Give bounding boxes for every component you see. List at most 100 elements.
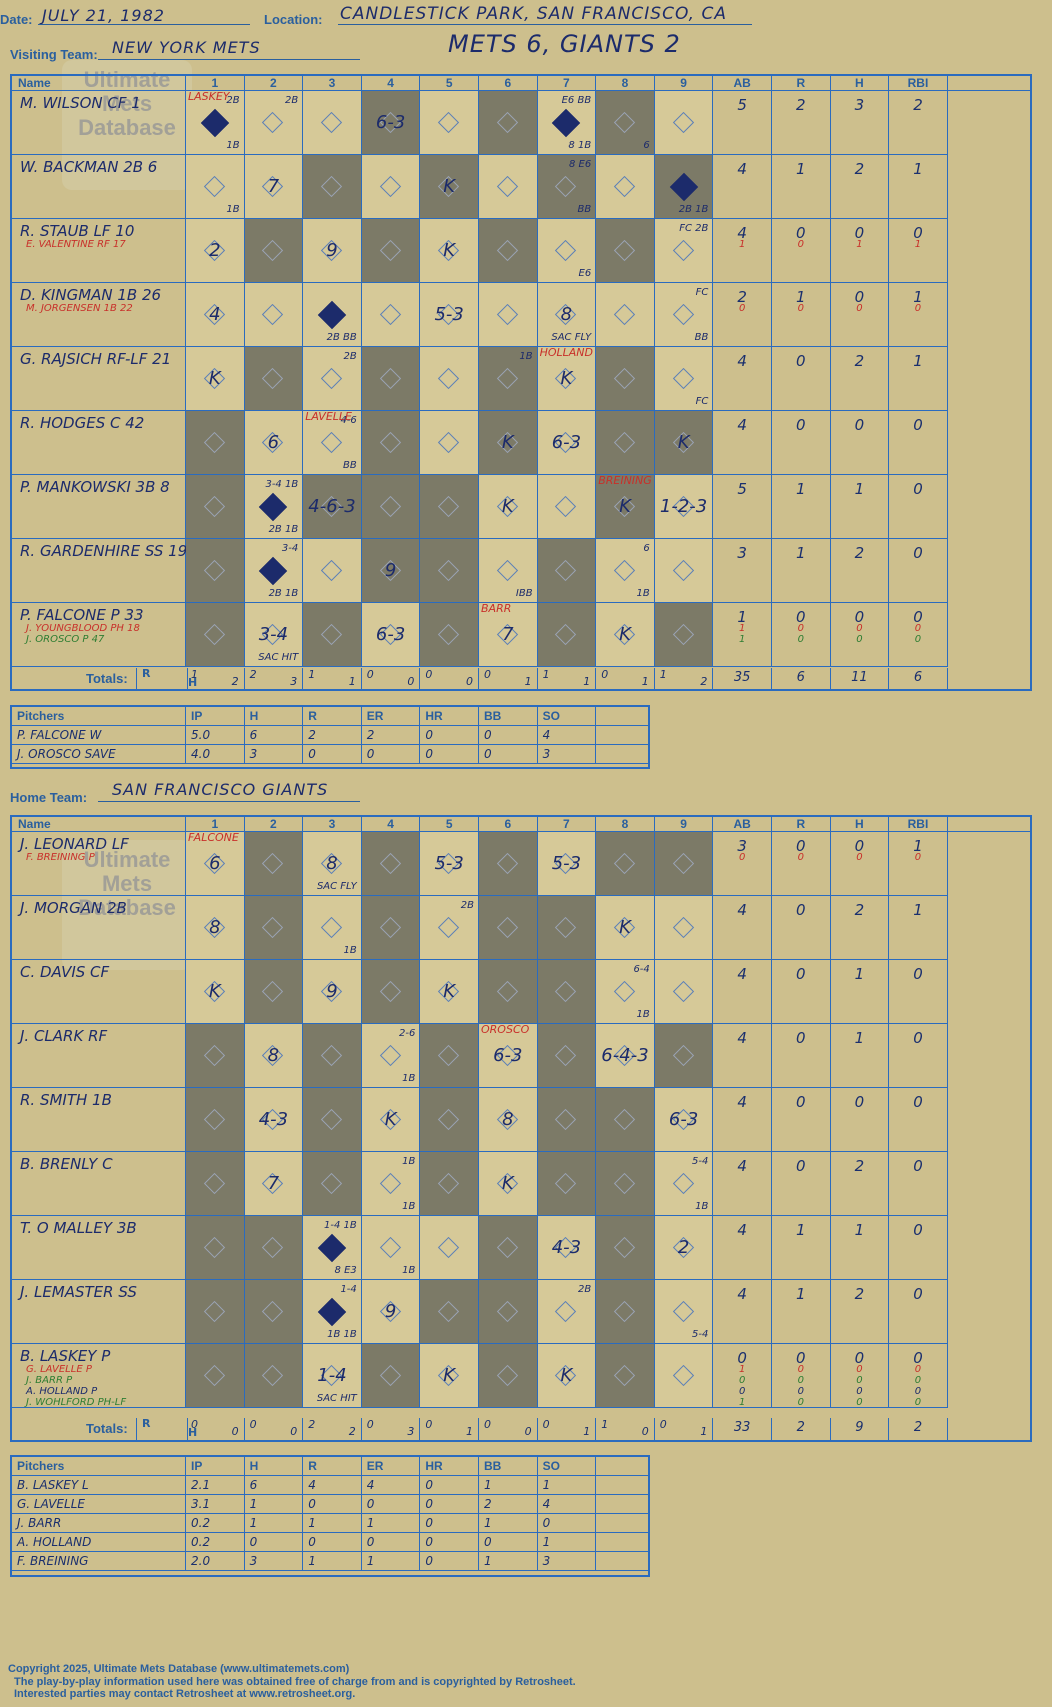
play-cell-inning-9: 6-3 — [654, 1088, 714, 1152]
sub-stat-value: 0 — [797, 623, 804, 634]
play-cell-inning-2: 3-4 2B 1B — [244, 539, 304, 603]
play-cell-inning-2: 8 — [244, 1024, 304, 1088]
stat-cell: 1 — [830, 1024, 890, 1088]
pitcher-stat-cell: 0 — [362, 1495, 421, 1513]
play-cell-inning-5 — [420, 1280, 479, 1344]
play-result: K — [619, 496, 631, 517]
batter-name: R. GARDENHIRE SS 19 — [20, 542, 188, 560]
play-note-upper: 1-4 1B — [324, 1220, 357, 1231]
play-note-lower: IBB — [515, 588, 533, 599]
play-note-lower: BB — [694, 332, 709, 343]
play-cell-inning-3: 8 SAC FLY — [303, 832, 362, 896]
base-diamond — [379, 1236, 401, 1258]
base-diamond — [613, 431, 636, 453]
stat-cell: 0 — [772, 1024, 831, 1088]
play-cell-inning-1: 6 FALCONE — [186, 831, 245, 896]
stat-cell: 1 — [830, 960, 890, 1024]
stat-value: 3 — [737, 544, 747, 562]
pitcher-stat-cell: 3 — [245, 745, 304, 763]
play-cell-inning-3: 9 — [303, 219, 362, 283]
pitchers-header-cell: BB — [479, 707, 538, 725]
visitor-pitchers-table: Pitchers IP H R ER HR BB SO P. FALCONE W 5.0 6 2 2 0 0… — [10, 705, 650, 769]
play-cell-inning-9 — [654, 896, 714, 960]
stat-value: 0 — [796, 1029, 806, 1047]
inning-hits: 1 — [641, 675, 649, 688]
stat-value: 0 — [796, 1093, 806, 1111]
sub-stat-value: 0 — [739, 1375, 746, 1386]
inning-hits: 0 — [641, 1425, 649, 1438]
total-stat-value: 35 — [733, 670, 751, 685]
pitcher-stat-cell: 4 — [303, 1476, 362, 1494]
batter-name: R. STAUB LF 10 — [20, 222, 135, 240]
inning-runs: 0 — [484, 1418, 491, 1431]
play-cell-inning-2: 6 — [244, 411, 304, 475]
play-cell-inning-3 — [303, 1088, 362, 1152]
totals-rh-box — [136, 668, 188, 690]
stat-cell: 4 — [713, 960, 772, 1024]
base-diamond — [262, 367, 284, 389]
play-cell-inning-1 — [186, 603, 245, 667]
inning-hits: 3 — [290, 675, 298, 688]
play-cell-inning-7: 6-3 — [537, 411, 597, 475]
pitcher-row: B. LASKEY L 2.1 6 4 4 0 1 1 — [12, 1476, 648, 1495]
play-cell-inning-1 — [186, 1344, 245, 1408]
inning-header-4: 4 — [362, 817, 421, 831]
inning-hits: 1 — [524, 675, 532, 688]
pitcher-stat-cell: J. OROSCO SAVE — [12, 745, 186, 763]
stat-value: 3 — [737, 837, 747, 855]
pitcher-stat-cell: 0.2 — [186, 1533, 245, 1551]
base-diamond — [438, 559, 460, 581]
home-pitchers-table: Pitchers IP H R ER HR BB SO B. LASKEY L 2.1 6 4 4 0 1 1… — [10, 1455, 650, 1577]
base-diamond — [438, 495, 460, 517]
base-diamond — [379, 239, 401, 261]
sub-stat-value: 0 — [797, 1386, 804, 1397]
play-cell-inning-6 — [479, 155, 538, 219]
inning-runs: 1 — [601, 1418, 609, 1431]
inning-header-9: 9 — [655, 817, 714, 831]
play-cell-inning-7 — [537, 603, 597, 667]
pitchers-header-cell: BB — [479, 1457, 538, 1475]
play-cell-inning-4: 1B — [361, 1216, 421, 1280]
base-diamond — [496, 367, 518, 389]
stat-value: 2 — [796, 96, 806, 114]
base-diamond — [496, 1236, 518, 1258]
play-cell-inning-1 — [186, 411, 245, 475]
sub-stat-value: 0 — [914, 852, 922, 863]
play-cell-inning-8: 6-4-3 — [596, 1024, 655, 1088]
visiting-team-name: NEW YORK METS — [112, 38, 261, 57]
play-cell-inning-7: K HOLLAND — [537, 346, 597, 411]
stat-value: 4 — [737, 965, 747, 983]
play-cell-inning-6 — [479, 219, 538, 283]
play-cell-inning-2 — [244, 960, 304, 1024]
stat-value: 0 — [913, 1029, 923, 1047]
inning-runs: 1 — [191, 668, 198, 681]
pitcher-stat-cell: 4 — [538, 726, 597, 744]
play-cell-inning-3 — [303, 539, 362, 603]
stat-cell: 2 — [772, 91, 831, 155]
play-cell-inning-5 — [420, 91, 479, 155]
play-cell-inning-2: 7 — [244, 155, 304, 219]
play-cell-inning-2: 2B — [244, 91, 304, 155]
stat-value: 2 — [854, 1157, 865, 1175]
base-diamond — [613, 852, 636, 874]
sub-stat-value: 1 — [739, 623, 746, 634]
inning-runs: 0 — [484, 668, 491, 681]
pitcher-row: J. OROSCO SAVE 4.0 3 0 0 0 0 3 — [12, 745, 648, 764]
pitchers-header-cell: SO — [538, 707, 597, 725]
play-note-lower: FC — [695, 396, 709, 407]
batter-name-cell: M. WILSON CF 1 — [12, 91, 186, 155]
base-diamond — [320, 111, 343, 133]
pitching-change-note: LASKEY — [188, 90, 230, 103]
play-note-lower: 1B — [695, 1201, 709, 1212]
play-cell-inning-9 — [654, 1344, 714, 1408]
play-cell-inning-4 — [361, 832, 421, 896]
play-cell-inning-3 — [303, 155, 362, 219]
base-diamond — [438, 1236, 460, 1258]
